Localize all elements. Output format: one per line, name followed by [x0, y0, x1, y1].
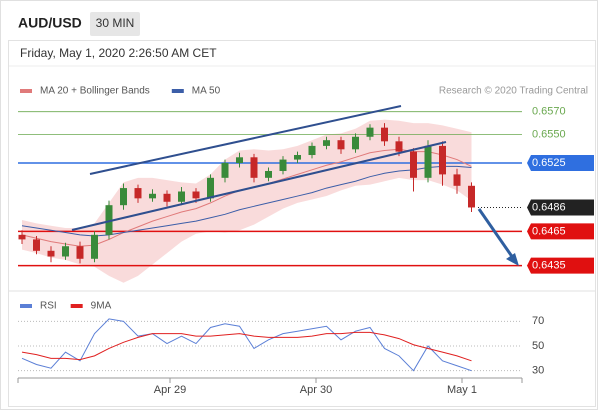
timeframe[interactable]: 30 MIN	[96, 16, 135, 30]
candle-body	[323, 140, 330, 146]
candle-body	[337, 140, 345, 150]
legend-label: MA 50	[192, 86, 221, 97]
candle-body	[395, 141, 403, 152]
candle-body	[424, 145, 432, 178]
legend-label: MA 20 + Bollinger Bands	[40, 86, 150, 97]
candle-body	[120, 188, 127, 206]
x-tick-label: Apr 30	[300, 384, 332, 396]
candle-body	[265, 170, 272, 178]
x-tick-label: May 1	[447, 384, 477, 396]
forecast-arrow	[477, 208, 515, 259]
legend-swatch	[171, 89, 184, 93]
candle-body	[149, 193, 156, 199]
candle-body	[221, 162, 229, 178]
legend-swatch	[70, 304, 83, 308]
date: Friday, May 1, 2020 2:26:50 AM CET	[20, 46, 217, 60]
level-label: 0.6435	[532, 260, 566, 272]
candle-body	[279, 159, 287, 171]
level-label: 0.6550	[532, 128, 566, 140]
rsi-chart: RSI 9MA 70 50 30 Apr 29 Apr 30 May 1	[17, 301, 544, 396]
level-tag	[527, 257, 594, 274]
candle-body	[207, 177, 214, 199]
level-tag	[527, 223, 594, 240]
x-tick-label: Apr 29	[154, 384, 186, 396]
candle-body	[250, 157, 258, 178]
candle-body	[134, 188, 142, 199]
channel-lower	[71, 141, 447, 231]
level-tag	[527, 154, 594, 171]
level-label: 0.6525	[532, 157, 566, 169]
candle-body	[468, 185, 475, 208]
level-label: 0.6486	[532, 201, 566, 213]
candle-body	[18, 234, 26, 240]
candle-body	[308, 145, 316, 156]
symbol: AUD/USD	[18, 15, 82, 31]
candle-body	[453, 174, 461, 186]
y-tick-label: 30	[532, 365, 544, 377]
candle-body	[76, 246, 84, 259]
indicator-line	[21, 318, 472, 372]
candle-body	[91, 234, 98, 259]
candle-body	[381, 127, 388, 142]
candle-body	[47, 250, 55, 257]
credit: Research © 2020 Trading Central	[439, 86, 588, 97]
channel-upper	[89, 105, 402, 175]
candle-body	[105, 205, 113, 235]
card	[8, 40, 596, 407]
level-label: 0.6570	[532, 106, 566, 118]
candle-body	[62, 246, 69, 257]
y-tick-label: 50	[532, 340, 544, 352]
level-label: 0.6465	[532, 225, 566, 237]
candle-body	[366, 127, 374, 137]
legend-label: 9MA	[91, 301, 112, 312]
candle-body	[294, 155, 301, 160]
bollinger-band	[22, 119, 472, 283]
candle-body	[178, 191, 185, 202]
indicator-line	[21, 331, 472, 362]
candle-body	[410, 151, 417, 178]
price-chart: MA 20 + Bollinger Bands MA 50 Research © 2…	[18, 86, 594, 283]
timeframe-button[interactable]	[90, 12, 140, 36]
legend-label: RSI	[40, 301, 57, 312]
candle-body	[33, 239, 40, 251]
candle-body	[352, 136, 359, 150]
candle-body	[192, 191, 200, 199]
legend-swatch	[20, 89, 32, 93]
y-tick-label: 70	[532, 315, 544, 327]
candle-body	[236, 157, 243, 163]
candle-body	[439, 145, 446, 175]
level-tag	[527, 199, 594, 216]
arrow-head	[506, 253, 519, 266]
candle-body	[163, 193, 171, 202]
legend-swatch	[20, 304, 32, 308]
